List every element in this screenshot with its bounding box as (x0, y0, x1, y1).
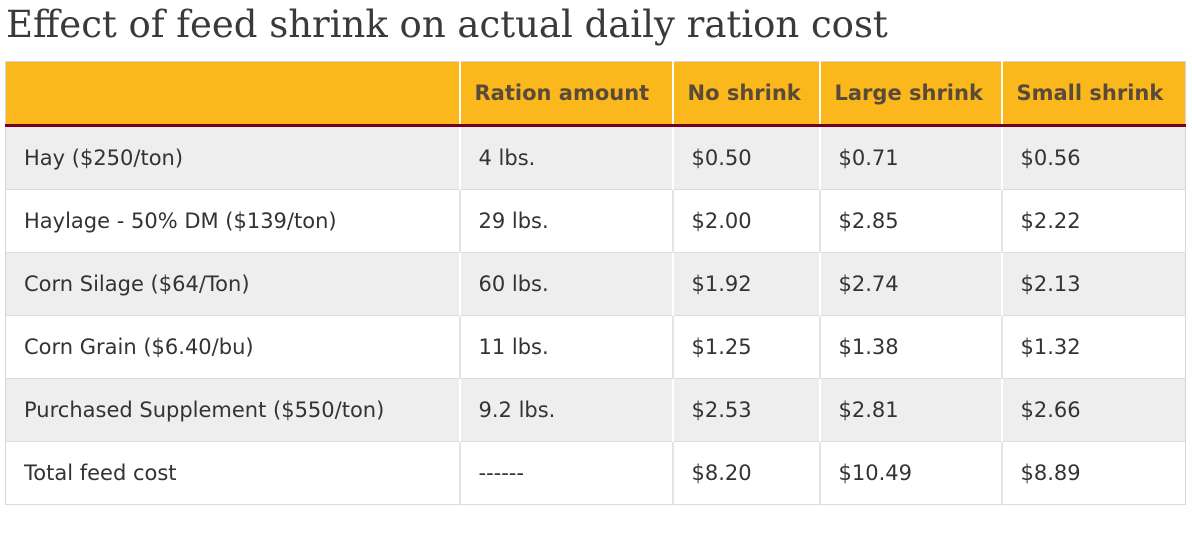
small-shrink-cell: $8.89 (1001, 441, 1186, 505)
table-row: Corn Silage ($64/Ton) 60 lbs. $1.92 $2.7… (5, 252, 1186, 316)
header-no-shrink: No shrink (672, 61, 821, 127)
ration-amount-cell: ------ (459, 441, 674, 505)
total-row: Total feed cost ------ $8.20 $10.49 $8.8… (5, 441, 1186, 505)
large-shrink-cell: $0.71 (819, 125, 1003, 190)
no-shrink-cell: $2.53 (672, 378, 821, 442)
large-shrink-cell: $10.49 (819, 441, 1003, 505)
large-shrink-cell: $2.81 (819, 378, 1003, 442)
row-label: Corn Grain ($6.40/bu) (5, 315, 461, 379)
row-label: Corn Silage ($64/Ton) (5, 252, 461, 316)
feed-shrink-table: Ration amount No shrink Large shrink Sma… (5, 61, 1186, 505)
small-shrink-cell: $1.32 (1001, 315, 1186, 379)
small-shrink-cell: $0.56 (1001, 125, 1186, 190)
small-shrink-cell: $2.13 (1001, 252, 1186, 316)
row-label: Haylage - 50% DM ($139/ton) (5, 189, 461, 253)
header-ration-amount: Ration amount (459, 61, 674, 127)
header-small-shrink: Small shrink (1001, 61, 1186, 127)
no-shrink-cell: $1.25 (672, 315, 821, 379)
ration-amount-cell: 4 lbs. (459, 125, 674, 190)
table-row: Hay ($250/ton) 4 lbs. $0.50 $0.71 $0.56 (5, 125, 1186, 190)
row-label: Purchased Supplement ($550/ton) (5, 378, 461, 442)
header-item (5, 61, 461, 127)
ration-amount-cell: 60 lbs. (459, 252, 674, 316)
table-row: Corn Grain ($6.40/bu) 11 lbs. $1.25 $1.3… (5, 315, 1186, 379)
large-shrink-cell: $1.38 (819, 315, 1003, 379)
header-row: Ration amount No shrink Large shrink Sma… (5, 61, 1186, 127)
no-shrink-cell: $0.50 (672, 125, 821, 190)
table-row: Haylage - 50% DM ($139/ton) 29 lbs. $2.0… (5, 189, 1186, 253)
ration-amount-cell: 29 lbs. (459, 189, 674, 253)
row-label: Hay ($250/ton) (5, 125, 461, 190)
header-large-shrink: Large shrink (819, 61, 1003, 127)
small-shrink-cell: $2.66 (1001, 378, 1186, 442)
small-shrink-cell: $2.22 (1001, 189, 1186, 253)
table-row: Purchased Supplement ($550/ton) 9.2 lbs.… (5, 378, 1186, 442)
table-header: Ration amount No shrink Large shrink Sma… (5, 61, 1186, 127)
no-shrink-cell: $2.00 (672, 189, 821, 253)
large-shrink-cell: $2.74 (819, 252, 1003, 316)
ration-amount-cell: 9.2 lbs. (459, 378, 674, 442)
no-shrink-cell: $1.92 (672, 252, 821, 316)
no-shrink-cell: $8.20 (672, 441, 821, 505)
page-title: Effect of feed shrink on actual daily ra… (6, 3, 888, 46)
table-body: Hay ($250/ton) 4 lbs. $0.50 $0.71 $0.56 … (5, 125, 1186, 505)
ration-amount-cell: 11 lbs. (459, 315, 674, 379)
large-shrink-cell: $2.85 (819, 189, 1003, 253)
row-label: Total feed cost (5, 441, 461, 505)
